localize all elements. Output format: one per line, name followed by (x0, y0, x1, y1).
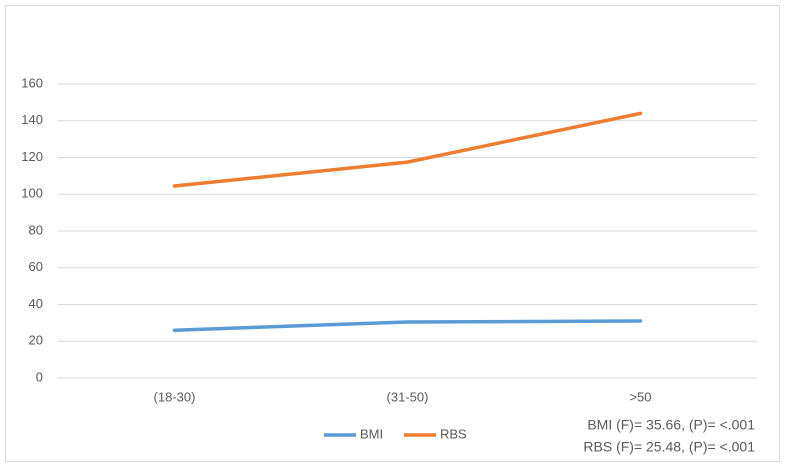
y-tick-label: 140 (21, 112, 43, 127)
y-tick-label: 160 (21, 75, 43, 90)
annotation: BMI (F)= 35.66, (P)= <.001 (587, 417, 755, 433)
chart-frame (5, 5, 780, 462)
annotation: RBS (F)= 25.48, (P)= <.001 (583, 439, 755, 455)
y-tick-label: 0 (36, 369, 43, 384)
data-line (172, 111, 643, 188)
y-tick-label: 80 (29, 222, 43, 237)
x-tick-label: >50 (629, 389, 651, 404)
x-tick-label: (31-50) (387, 389, 429, 404)
legend-label: BMI (360, 426, 383, 441)
x-tick-label: (18-30) (154, 389, 196, 404)
data-line (172, 319, 643, 332)
y-tick-label: 120 (21, 149, 43, 164)
y-tick-label: 40 (29, 296, 43, 311)
legend-label: RBS (440, 426, 467, 441)
y-tick-label: 100 (21, 186, 43, 201)
y-tick-label: 20 (29, 333, 43, 348)
y-tick-label: 60 (29, 259, 43, 274)
